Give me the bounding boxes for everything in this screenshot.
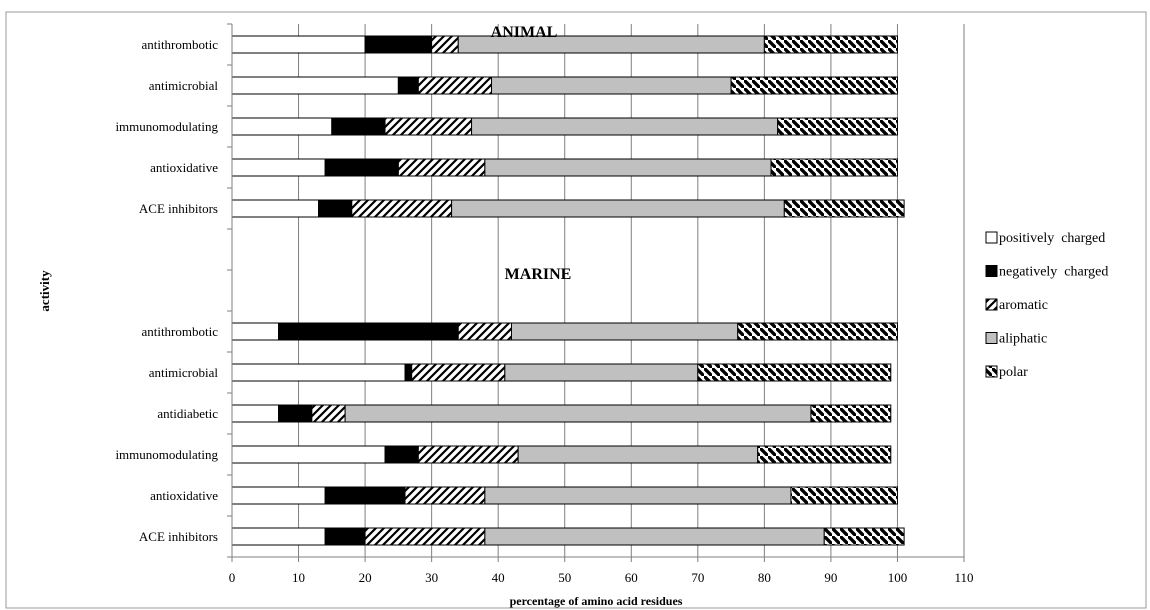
bar-segment-animal-antimicrobial-s1 <box>397 76 419 95</box>
legend-label-0: positively charged <box>999 231 1105 246</box>
bar-segment-animal-antioxidative-s3 <box>484 158 772 177</box>
bar-segment-marine-immunomodulating-s4 <box>757 445 892 464</box>
bar-segment-marine-ace-inhibitors-s4 <box>823 527 905 546</box>
x-tick-label-100: 100 <box>888 570 908 585</box>
bar-segment-marine-ace-inhibitors-s0 <box>231 527 326 546</box>
bar-segment-marine-antimicrobial-s1 <box>404 363 413 382</box>
bar-segment-animal-immunomodulating-s1 <box>331 117 386 136</box>
x-tick-label-60: 60 <box>625 570 638 585</box>
x-axis-title: percentage of amino acid residues <box>510 594 683 608</box>
category-label: antioxidative <box>150 160 218 175</box>
category-labels: antithrombotic antimicrobial immunomodulat… <box>115 23 232 558</box>
bar-segment-marine-antioxidative-s2 <box>404 486 486 505</box>
legend-swatch-4 <box>985 365 998 378</box>
bars-layer <box>231 35 905 546</box>
bar-segment-animal-ace-inhibitors-s4 <box>783 199 905 218</box>
bar-segment-marine-antioxidative-s0 <box>231 486 326 505</box>
legend-swatch-2 <box>985 298 998 311</box>
category-label: antimicrobial <box>149 365 219 380</box>
grid-lines <box>298 24 965 557</box>
bar-segment-animal-antioxidative-s0 <box>231 158 326 177</box>
bar-segment-animal-ace-inhibitors-s2 <box>351 199 453 218</box>
bar-segment-marine-antidiabetic-s1 <box>278 404 313 423</box>
bar-segment-marine-antidiabetic-s4 <box>810 404 892 423</box>
bar-segment-animal-antimicrobial-s3 <box>491 76 732 95</box>
bar-segment-marine-antimicrobial-s0 <box>231 363 406 382</box>
bar-segment-marine-antimicrobial-s4 <box>697 363 892 382</box>
y-axis-title: activity <box>37 270 52 312</box>
category-label: antithrombotic <box>141 37 218 52</box>
bar-segment-animal-antithrombotic-s0 <box>231 35 366 54</box>
category-label: immunomodulating <box>115 447 218 462</box>
bar-segment-marine-antimicrobial-s2 <box>411 363 506 382</box>
category-label: immunomodulating <box>115 119 218 134</box>
bar-segment-animal-immunomodulating-s0 <box>231 117 333 136</box>
bar-segment-animal-ace-inhibitors-s0 <box>231 199 320 218</box>
x-tick-label-30: 30 <box>425 570 438 585</box>
bar-segment-marine-antithrombotic-s2 <box>457 322 512 341</box>
chart-frame <box>5 11 1147 609</box>
x-tick-label-70: 70 <box>691 570 704 585</box>
bar-segment-animal-antithrombotic-s1 <box>364 35 433 54</box>
bar-segment-marine-immunomodulating-s3 <box>517 445 759 464</box>
category-label: antimicrobial <box>149 78 219 93</box>
legend-swatch-3 <box>985 332 998 344</box>
category-label: ACE inhibitors <box>139 201 218 216</box>
bar-segment-marine-immunomodulating-s0 <box>231 445 386 464</box>
bar-segment-marine-antidiabetic-s0 <box>231 404 280 423</box>
legend-swatch-1 <box>985 265 998 277</box>
bar-segment-animal-antioxidative-s2 <box>397 158 486 177</box>
bar-segment-marine-ace-inhibitors-s1 <box>324 527 366 546</box>
bar-segment-animal-immunomodulating-s3 <box>471 117 779 136</box>
category-label: antidiabetic <box>157 406 218 421</box>
bar-segment-animal-antimicrobial-s2 <box>417 76 493 95</box>
x-tick-label-10: 10 <box>292 570 305 585</box>
legend-label-4: polar <box>999 365 1028 380</box>
category-label: antithrombotic <box>141 324 218 339</box>
x-tick-label-90: 90 <box>824 570 837 585</box>
group-title-marine: MARINE <box>505 266 572 283</box>
bar-segment-animal-antithrombotic-s4 <box>763 35 898 54</box>
bar-segment-marine-antioxidative-s1 <box>324 486 406 505</box>
x-tick-label-50: 50 <box>558 570 571 585</box>
bar-segment-marine-antioxidative-s4 <box>790 486 898 505</box>
bar-segment-marine-antimicrobial-s3 <box>504 363 699 382</box>
legend-swatch-0 <box>985 231 998 244</box>
group-title-animal: ANIMAL <box>491 24 558 41</box>
x-axis: 0 10 20 30 40 50 60 70 80 90 100 110 <box>229 24 974 585</box>
bar-segment-marine-antithrombotic-s4 <box>737 322 898 341</box>
bar-segment-animal-antioxidative-s1 <box>324 158 399 177</box>
bar-segment-marine-immunomodulating-s2 <box>417 445 519 464</box>
x-tick-label-110: 110 <box>954 570 973 585</box>
bar-segment-animal-antimicrobial-s0 <box>231 76 399 95</box>
bar-segment-animal-ace-inhibitors-s3 <box>451 199 785 218</box>
legend-label-3: aliphatic <box>999 332 1047 347</box>
x-tick-label-0: 0 <box>229 570 236 585</box>
legend-label-1: negatively charged <box>999 265 1108 280</box>
category-label: antioxidative <box>150 488 218 503</box>
bar-segment-marine-antidiabetic-s2 <box>311 404 346 423</box>
bar-segment-animal-antithrombotic-s2 <box>431 35 459 54</box>
bar-segment-marine-antithrombotic-s0 <box>231 322 280 341</box>
legend: positively charged negatively charged arom… <box>985 231 1108 380</box>
bar-segment-marine-antithrombotic-s3 <box>510 322 739 341</box>
bar-segment-animal-ace-inhibitors-s1 <box>318 199 353 218</box>
bar-segment-marine-antioxidative-s3 <box>484 486 792 505</box>
x-tick-label-40: 40 <box>492 570 505 585</box>
bar-segment-animal-immunomodulating-s4 <box>777 117 898 136</box>
bar-segment-animal-antimicrobial-s4 <box>730 76 898 95</box>
bar-segment-marine-antidiabetic-s3 <box>344 404 812 423</box>
bar-segment-marine-ace-inhibitors-s3 <box>484 527 825 546</box>
bar-segment-marine-antithrombotic-s1 <box>278 322 459 341</box>
bar-segment-animal-immunomodulating-s2 <box>384 117 473 136</box>
category-label: ACE inhibitors <box>139 529 218 544</box>
x-tick-label-80: 80 <box>758 570 771 585</box>
bar-segment-marine-immunomodulating-s1 <box>384 445 419 464</box>
legend-label-2: aromatic <box>999 298 1048 313</box>
bar-segment-animal-antioxidative-s4 <box>770 158 898 177</box>
x-tick-label-20: 20 <box>359 570 372 585</box>
bar-segment-marine-ace-inhibitors-s2 <box>364 527 486 546</box>
